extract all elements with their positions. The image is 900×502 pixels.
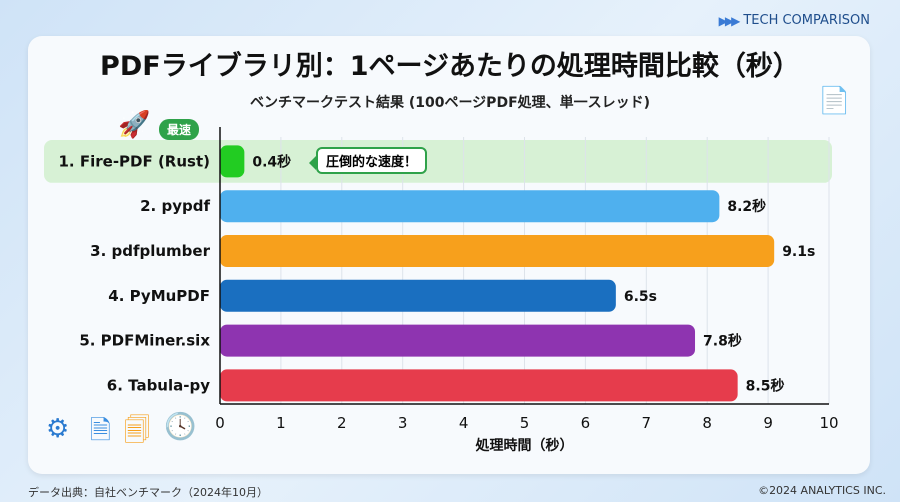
bar bbox=[220, 190, 720, 223]
x-tick-label: 8 bbox=[702, 414, 712, 432]
tag-text: TECH COMPARISON bbox=[743, 13, 870, 28]
data-label: 8.2秒 bbox=[727, 198, 766, 215]
category-label: 4. PyMuPDF bbox=[108, 287, 210, 305]
data-label: 0.4秒 bbox=[252, 153, 291, 170]
x-tick-label: 4 bbox=[459, 414, 469, 432]
chart-subtitle: ベンチマークテスト結果 (100ページPDF処理、単一スレッド) bbox=[249, 95, 651, 111]
chart-title: PDFライブラリ別：1ページあたりの処理時間比較（秒） bbox=[100, 51, 800, 82]
copyright: ©2024 ANALYTICS INC. bbox=[758, 484, 886, 497]
x-tick-label: 2 bbox=[337, 414, 347, 432]
x-tick-label: 6 bbox=[581, 414, 591, 432]
category-label: 3. pdfplumber bbox=[90, 242, 210, 260]
data-label: 8.5秒 bbox=[746, 377, 785, 394]
category-label: 1. Fire-PDF (Rust) bbox=[59, 152, 211, 170]
bar bbox=[220, 235, 775, 267]
data-label: 6.5s bbox=[624, 289, 657, 305]
document-icon: 🗎 bbox=[90, 416, 111, 446]
data-label: 9.1s bbox=[782, 244, 815, 260]
document-clock-icon: 📄 bbox=[818, 86, 851, 116]
category-label: 5. PDFMiner.six bbox=[79, 332, 210, 350]
data-source: データ出典：自社ベンチマーク（2024年10月） bbox=[28, 486, 268, 499]
rocket-icon: 🚀 bbox=[118, 110, 151, 140]
x-tick-label: 3 bbox=[398, 414, 408, 432]
x-tick-label: 0 bbox=[215, 414, 225, 432]
category-label: 6. Tabula-py bbox=[107, 376, 210, 394]
gears-icon: ⚙ bbox=[46, 414, 70, 444]
x-tick-label: 7 bbox=[642, 414, 652, 432]
bar bbox=[220, 145, 245, 178]
arrows-icon: ▶▶▶ bbox=[718, 13, 741, 28]
x-tick-label: 9 bbox=[763, 414, 773, 432]
speed-callout: 圧倒的な速度！ bbox=[308, 147, 428, 174]
clock-icon: 🕓 bbox=[164, 412, 197, 442]
bar bbox=[220, 279, 616, 312]
bar bbox=[220, 369, 738, 402]
header-tag: ▶▶▶ TECH COMPARISON bbox=[719, 13, 870, 28]
fastest-badge: 最速 bbox=[159, 119, 200, 140]
category-label: 2. pypdf bbox=[140, 197, 210, 215]
bar bbox=[220, 324, 696, 357]
x-tick-label: 1 bbox=[276, 414, 286, 432]
data-label: 7.8秒 bbox=[703, 333, 742, 350]
documents-icon: 🗐 bbox=[124, 416, 150, 446]
x-axis-label: 処理時間（秒） bbox=[475, 437, 574, 454]
x-tick-label: 5 bbox=[520, 414, 530, 432]
x-tick-label: 10 bbox=[819, 414, 838, 432]
